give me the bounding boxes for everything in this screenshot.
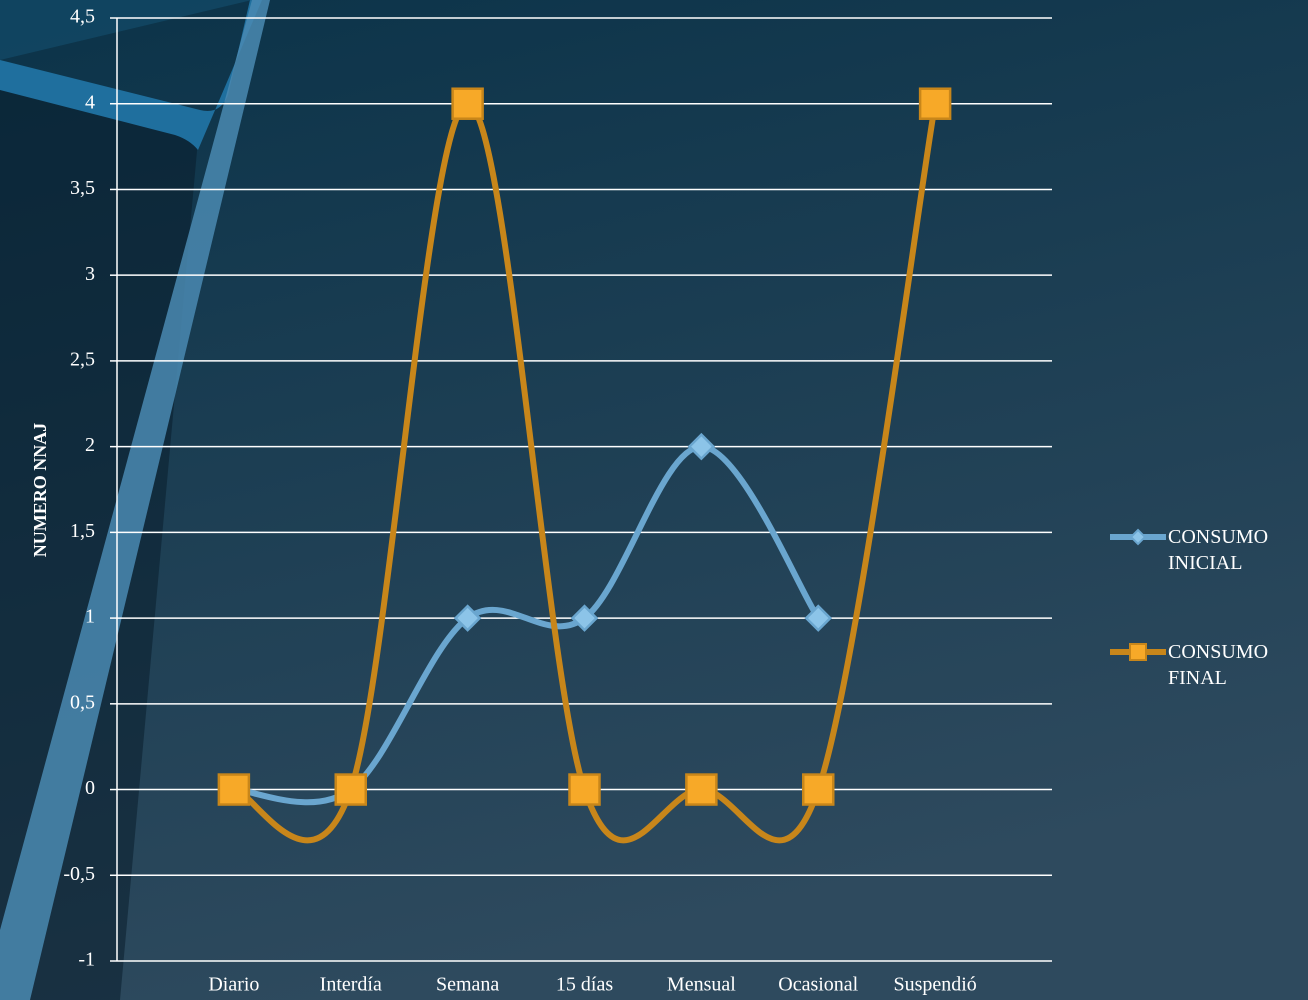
x-tick-label: Interdía: [320, 974, 382, 996]
series-line: [233, 100, 939, 844]
marker: [685, 773, 718, 806]
y-tick-label: 1: [85, 606, 95, 628]
decor-stripe: [0, 0, 270, 1000]
legend-label: CONSUMO INICIAL: [1168, 526, 1269, 574]
x-tick-label: Ocasional: [778, 974, 858, 996]
legend-marker: [1129, 528, 1147, 546]
y-tick-label: 4: [85, 91, 95, 113]
decor-stripe: [0, 0, 262, 150]
y-tick-label: 0: [85, 777, 95, 799]
y-tick-label: -1: [78, 949, 95, 971]
x-tick-label: 15 días: [556, 974, 613, 996]
x-tick-label: Semana: [436, 974, 499, 996]
marker: [568, 773, 601, 806]
marker: [570, 604, 599, 632]
y-tick-label: 3: [85, 263, 95, 285]
x-tick-label: Diario: [208, 974, 259, 996]
y-tick-label: 0,5: [70, 691, 95, 713]
y-tick-label: -0,5: [63, 863, 95, 885]
marker: [802, 773, 835, 806]
x-tick-label: Suspendió: [893, 974, 976, 996]
marker: [334, 773, 367, 806]
x-tick-label: Mensual: [667, 974, 736, 996]
marker: [804, 604, 833, 632]
y-tick-label: 2: [85, 434, 95, 456]
legend-label: CONSUMO FINAL: [1168, 641, 1269, 689]
decor-shade: [0, 0, 252, 60]
y-tick-label: 1,5: [70, 520, 95, 542]
marker: [217, 773, 251, 806]
y-axis-title: NUMERO NNAJ: [30, 423, 50, 558]
marker: [918, 87, 952, 120]
marker: [453, 604, 482, 632]
y-tick-label: 4,5: [70, 6, 95, 28]
marker: [451, 87, 484, 120]
y-tick-label: 2,5: [70, 349, 95, 371]
marker: [687, 432, 716, 461]
y-tick-label: 3,5: [70, 177, 95, 199]
legend-marker: [1129, 643, 1147, 661]
